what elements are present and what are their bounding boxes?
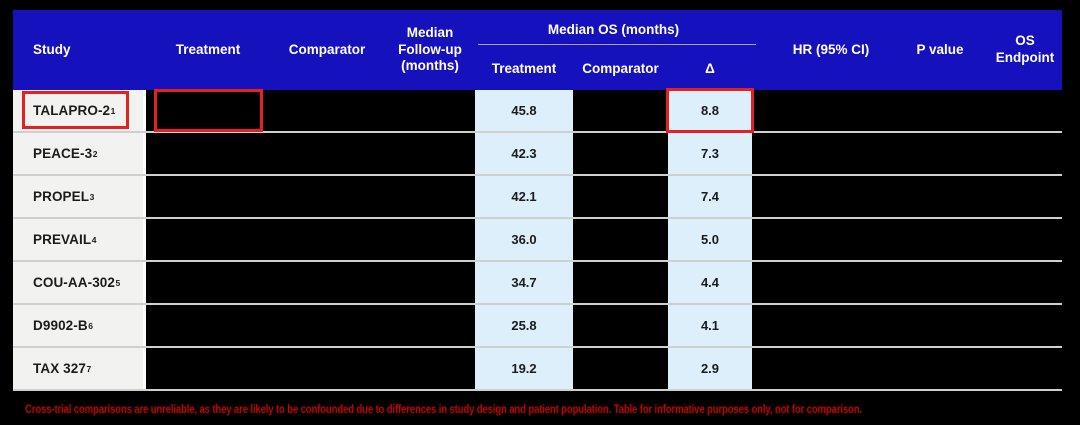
header-p-value: P value: [916, 41, 964, 57]
os-delta-cell: 2.9: [668, 348, 752, 389]
os-treatment-cell: 45.8: [475, 90, 573, 131]
table-row-propel: PROPEL 3 42.1 7.4: [13, 176, 1062, 219]
os-delta-cell: 7.4: [668, 176, 752, 217]
study-cell: PREVAIL 4: [13, 219, 143, 260]
study-label: PREVAIL: [33, 232, 92, 247]
column-separator: [143, 176, 146, 217]
header-os-endpoint: OS Endpoint: [995, 33, 1055, 65]
study-cell: PEACE-3 2: [13, 133, 143, 174]
study-label: COU-AA-302: [33, 275, 116, 290]
study-cell: D9902-B 6: [13, 305, 143, 346]
header-os-sub-treatment: Treatment: [491, 60, 557, 76]
header-study: Study: [33, 41, 71, 57]
study-label: TAX 327: [33, 361, 86, 376]
os-treatment-cell: 36.0: [475, 219, 573, 260]
column-separator: [143, 133, 146, 174]
os-treatment-cell: 25.8: [475, 305, 573, 346]
os-delta-cell: 5.0: [668, 219, 752, 260]
column-separator: [143, 348, 146, 389]
table-row-prevail: PREVAIL 4 36.0 5.0: [13, 219, 1062, 262]
study-label: TALAPRO-2: [33, 103, 111, 118]
table-row-tax-327: TAX 327 7 19.2 2.9: [13, 348, 1062, 391]
highlight-box-delta: [666, 88, 754, 133]
os-delta-cell: 4.4: [668, 262, 752, 303]
column-separator: [143, 305, 146, 346]
os-treatment-cell: 19.2: [475, 348, 573, 389]
study-cell: COU-AA-302 5: [13, 262, 143, 303]
table-header: Study Treatment Comparator Median Follow…: [13, 10, 1062, 90]
header-os-sub-comparator: Comparator: [582, 60, 659, 76]
highlight-box-treatment: [154, 89, 263, 132]
os-delta-cell: 7.3: [668, 133, 752, 174]
header-comparator: Comparator: [288, 41, 366, 57]
table-row-peace-3: PEACE-3 2 42.3 7.3: [13, 133, 1062, 176]
header-hr-ci: HR (95% CI): [792, 41, 870, 57]
study-label: D9902-B: [33, 318, 88, 333]
table-body: TALAPRO-2 1 45.8 8.8 PEACE-3 2 42.3 7.3 PR…: [13, 88, 1062, 391]
os-treatment-cell: 42.1: [475, 176, 573, 217]
column-separator: [143, 90, 146, 131]
table-row-cou-aa-302: COU-AA-302 5 34.7 4.4: [13, 262, 1062, 305]
footnote: Cross-trial comparisons are unreliable, …: [25, 402, 862, 416]
table-row-d9902-b: D9902-B 6 25.8 4.1: [13, 305, 1062, 348]
median-os-group-divider: [478, 44, 756, 45]
column-separator: [143, 262, 146, 303]
header-median-os-group: Median OS (months): [547, 21, 680, 37]
header-median-followup: Median Follow-up (months): [398, 24, 462, 74]
os-delta-cell: 4.1: [668, 305, 752, 346]
study-label: PEACE-3: [33, 146, 93, 161]
table-row-talapro-2: TALAPRO-2 1 45.8 8.8: [13, 88, 1062, 133]
study-cell: TAX 327 7: [13, 348, 143, 389]
study-cell: TALAPRO-2 1: [13, 90, 143, 131]
column-separator: [143, 219, 146, 260]
os-treatment-cell: 34.7: [475, 262, 573, 303]
os-treatment-cell: 42.3: [475, 133, 573, 174]
highlight-box-study: [22, 91, 129, 129]
comparison-table: Study Treatment Comparator Median Follow…: [13, 10, 1062, 391]
header-treatment: Treatment: [175, 41, 241, 57]
study-label: PROPEL: [33, 189, 90, 204]
header-os-sub-delta: Δ: [705, 60, 715, 76]
os-delta-cell: 8.8: [668, 90, 752, 131]
study-cell: PROPEL 3: [13, 176, 143, 217]
